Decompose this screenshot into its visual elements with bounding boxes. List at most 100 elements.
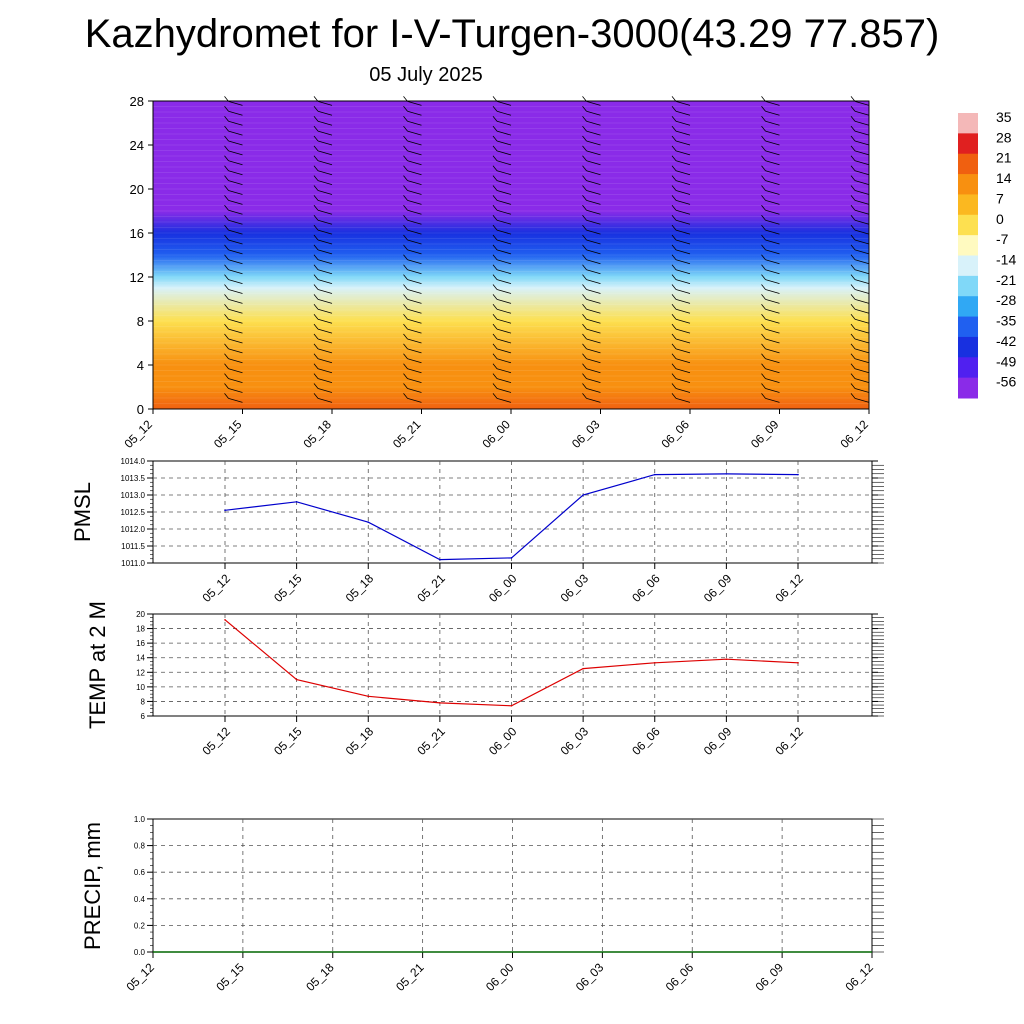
wind-barb [224,224,229,231]
wind-barb [228,150,243,156]
wind-barb [671,115,677,122]
y-tick-label: 28 [130,94,144,109]
wind-barb [854,259,870,265]
wind-barb [850,115,856,122]
wind-barb [496,358,512,364]
wind-barb [671,244,677,251]
data-point [439,558,441,561]
wind-barb [850,313,856,320]
wind-barb [496,328,512,334]
wind-barb [492,125,498,132]
wind-barb [586,160,601,166]
wind-barb [671,165,677,171]
wind-barb [850,363,856,369]
x-tick-label: 06_03 [569,417,603,451]
y-tick-label: 1.0 [134,815,146,824]
wind-barb [317,101,333,106]
wind-barb [313,333,319,340]
wind-barb [586,200,601,205]
wind-barb [761,373,766,379]
y-axis-label: PRECIP, mm [80,822,105,950]
wind-barb [675,229,691,235]
wind-barb [854,130,870,136]
wind-barb [228,200,243,205]
wind-barb [407,308,422,314]
wind-barb [313,175,319,181]
wind-barb [586,150,601,156]
wind-barb [850,165,856,171]
wind-barb [582,383,587,389]
wind-barb [492,304,498,310]
wind-barb [496,160,512,166]
wind-barb [761,175,766,181]
colorbar-swatch [958,133,978,155]
wind-barb [228,249,243,255]
wind-barb [496,318,512,324]
data-point [582,494,584,496]
wind-barb [403,363,408,369]
wind-barb [492,244,498,251]
colorbar-label: -14 [996,252,1016,268]
wind-barb [850,274,856,280]
x-tick-label: 06_09 [701,724,735,758]
wind-barb [854,110,870,116]
wind-barb [313,165,319,171]
wind-barb [765,101,780,106]
wind-barb [403,135,408,142]
wind-barb [224,195,229,201]
wind-barb [496,130,512,136]
wind-barb [765,318,780,324]
wind-barb [317,308,333,314]
wind-barb [492,234,498,241]
wind-barb [224,115,229,122]
wind-barb [313,185,319,191]
wind-barb [228,338,243,344]
wind-barb [675,249,691,255]
wind-barb [582,373,587,379]
wind-barb [765,209,780,215]
wind-barb [228,130,243,136]
wind-barb [850,106,856,112]
x-tick-label: 05_12 [199,571,233,605]
wind-barb [675,101,691,106]
wind-barb [671,125,677,132]
wind-barb [765,150,780,156]
wind-barb [403,284,408,290]
wind-barb [228,279,243,284]
wind-barb [761,244,766,251]
wind-barb [586,219,601,225]
wind-barb [313,155,319,162]
wind-barb [675,200,691,205]
wind-barb [317,358,333,364]
y-axis-label: PMSL [70,482,95,542]
y-tick-label: 4 [137,358,144,373]
wind-barb [317,190,333,195]
wind-barb [586,348,601,354]
wind-barb [850,214,856,221]
wind-barb [228,289,243,294]
y-tick-label: 20 [136,610,145,619]
wind-barb [492,214,498,221]
wind-barb [671,195,677,201]
wind-barb [496,259,512,265]
wind-barb [313,205,319,211]
wind-barb [671,106,677,112]
x-tick-label: 06_12 [842,960,876,994]
wind-barb [765,289,780,294]
x-tick-label: 06_12 [772,571,806,605]
wind-barb [671,294,677,300]
wind-barb [761,304,766,310]
wind-barb [761,383,766,389]
wind-barb [496,110,512,116]
wind-barb [403,145,408,152]
wind-barb [496,279,512,284]
x-tick-label: 06_00 [483,960,517,994]
y-tick-label: 1014.0 [121,457,146,466]
wind-barb [671,274,677,280]
y-tick-label: 0.6 [134,868,146,877]
colorbar-swatch [958,316,978,338]
wind-barb [761,195,766,201]
wind-barb [403,254,408,261]
wind-barb [850,373,856,379]
